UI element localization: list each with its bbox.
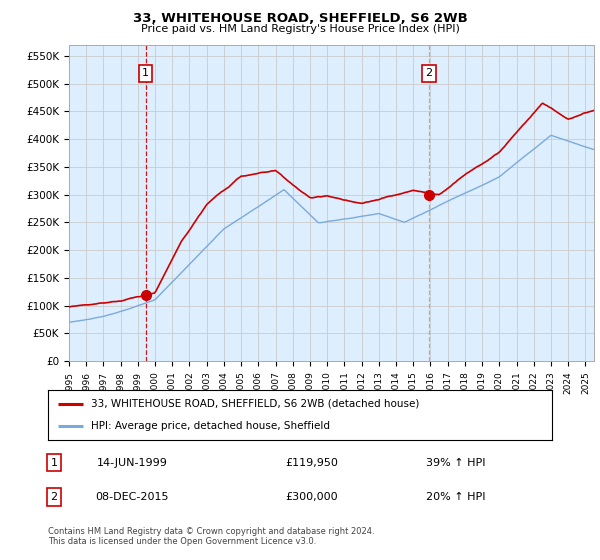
Text: 08-DEC-2015: 08-DEC-2015 <box>95 492 169 502</box>
Text: 14-JUN-1999: 14-JUN-1999 <box>97 458 167 468</box>
Text: Price paid vs. HM Land Registry's House Price Index (HPI): Price paid vs. HM Land Registry's House … <box>140 24 460 34</box>
Text: 2: 2 <box>50 492 58 502</box>
Text: 20% ↑ HPI: 20% ↑ HPI <box>426 492 486 502</box>
Text: 1: 1 <box>50 458 58 468</box>
Text: HPI: Average price, detached house, Sheffield: HPI: Average price, detached house, Shef… <box>91 421 330 431</box>
Text: £119,950: £119,950 <box>286 458 338 468</box>
Text: 33, WHITEHOUSE ROAD, SHEFFIELD, S6 2WB: 33, WHITEHOUSE ROAD, SHEFFIELD, S6 2WB <box>133 12 467 25</box>
Text: 1: 1 <box>142 68 149 78</box>
Text: 2: 2 <box>425 68 433 78</box>
Text: 33, WHITEHOUSE ROAD, SHEFFIELD, S6 2WB (detached house): 33, WHITEHOUSE ROAD, SHEFFIELD, S6 2WB (… <box>91 399 419 409</box>
Text: £300,000: £300,000 <box>286 492 338 502</box>
Text: 39% ↑ HPI: 39% ↑ HPI <box>426 458 486 468</box>
Text: Contains HM Land Registry data © Crown copyright and database right 2024.
This d: Contains HM Land Registry data © Crown c… <box>48 526 374 546</box>
